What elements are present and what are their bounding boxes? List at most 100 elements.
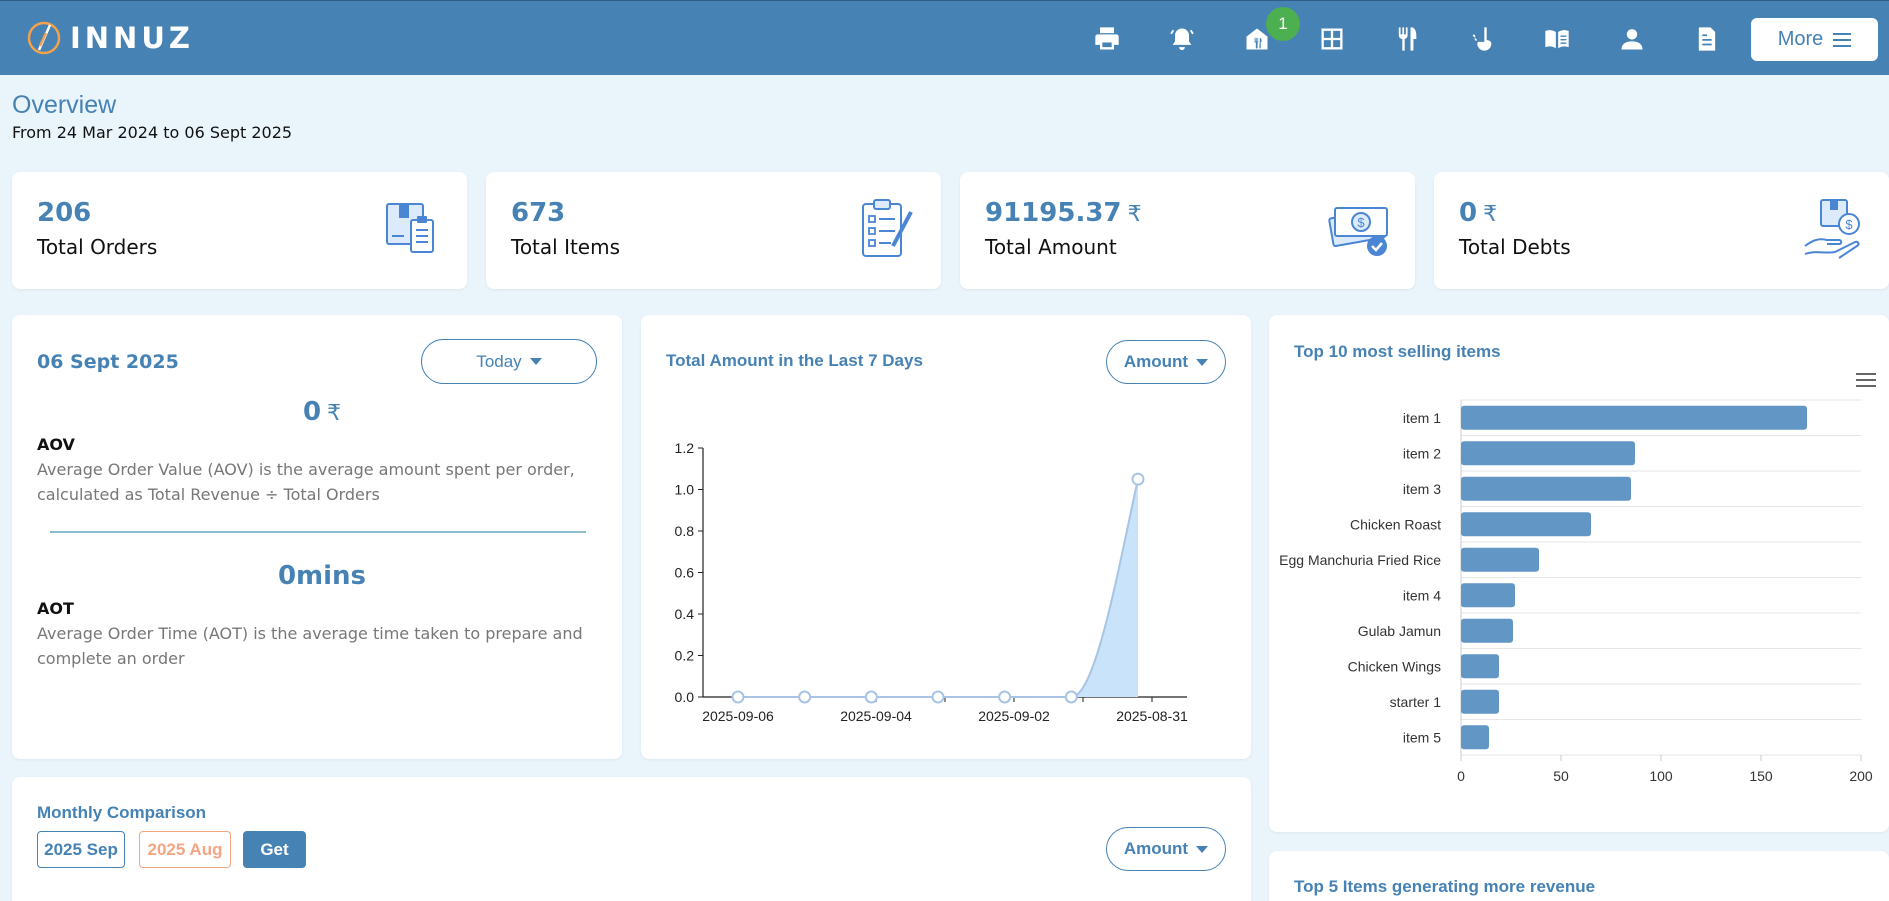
bell-icon[interactable] (1166, 23, 1198, 55)
y-tick-label: 0.4 (675, 606, 695, 622)
aot-label: AOT (37, 599, 74, 618)
ladle-icon[interactable] (1466, 23, 1498, 55)
category-label: item 3 (1403, 481, 1441, 497)
logo-text: INNUZ (70, 21, 194, 55)
caret-down-icon (529, 358, 542, 365)
aot-description: Average Order Time (AOT) is the average … (37, 624, 583, 668)
stat-value: 206 (37, 198, 92, 228)
page-title: Overview (12, 91, 117, 119)
aot-value: 0mins (277, 561, 367, 591)
y-tick-label: 0.2 (675, 648, 695, 664)
category-label: Egg Manchuria Fried Rice (1279, 552, 1441, 568)
table-grid-icon[interactable] (1316, 23, 1348, 55)
svg-text:$: $ (1845, 217, 1853, 232)
clipboard-checklist-icon (862, 199, 913, 257)
stat-value: 0 ₹ (1459, 198, 1498, 228)
bar (1461, 689, 1499, 714)
menu-book-icon[interactable] (1541, 23, 1573, 55)
period-dropdown-label: Today (476, 351, 522, 371)
app-logo[interactable]: INNUZ (26, 19, 194, 57)
stat-label: Total Amount (985, 235, 1117, 259)
month-a-button[interactable]: 2025 Sep (37, 831, 125, 868)
bar (1461, 583, 1515, 608)
aov-value: 0 ₹ (302, 397, 342, 427)
category-label: item 2 (1403, 445, 1441, 461)
stat-card-items: 673 Total Items (486, 172, 941, 289)
logo-icon (27, 21, 61, 55)
monthly-metric-dropdown[interactable]: Amount (1106, 827, 1226, 871)
area-chart: 0.0 0.2 0.4 0.6 0.8 1.0 1.2 2025-09-06 2025-09-0… (675, 440, 1188, 724)
data-point (798, 690, 812, 704)
last7days-card: Total Amount in the Last 7 Days Amount 0… (641, 315, 1251, 759)
y-tick-label: 1.0 (675, 482, 695, 498)
series-line (738, 478, 1139, 698)
data-point (1064, 690, 1078, 704)
bar-chart: item 1 item 2 item 3 Chicken Roast Egg Manch… (1279, 399, 1873, 784)
monthly-comparison-card: Monthly Comparison 2025 Sep 2025 Aug Get… (12, 777, 1251, 901)
cash-icon: $ (1328, 207, 1388, 256)
svg-text:$: $ (1357, 215, 1365, 230)
bar (1461, 405, 1807, 430)
bar (1461, 512, 1591, 537)
stat-value: 673 (511, 198, 566, 228)
category-label: item 4 (1403, 587, 1441, 603)
category-label: Gulab Jamun (1358, 623, 1441, 639)
area-fill (738, 479, 1138, 697)
chart-menu-icon[interactable] (1856, 373, 1876, 389)
x-tick-label: 2025-09-04 (840, 708, 912, 724)
monthly-metric-label: Amount (1123, 839, 1189, 858)
stat-card-debts: 0 ₹ Total Debts $ (1434, 172, 1889, 289)
chart-title: Top 10 most selling items (1294, 342, 1501, 361)
period-dropdown[interactable]: Today (421, 339, 597, 384)
fork-knife-icon[interactable] (1391, 23, 1423, 55)
stat-label: Total Orders (37, 235, 158, 259)
y-tick-label: 1.2 (675, 440, 695, 456)
x-tick-label: 2025-09-02 (978, 708, 1050, 724)
more-button[interactable]: More (1751, 18, 1878, 61)
stat-card-amount: 91195.37 ₹ Total Amount $ (960, 172, 1415, 289)
data-point (1131, 472, 1145, 486)
y-tick-label: 0.0 (675, 689, 695, 705)
orders-icon (386, 203, 434, 253)
stat-label: Total Debts (1459, 235, 1571, 259)
category-label: Chicken Wings (1348, 658, 1441, 674)
bar (1461, 441, 1635, 466)
caret-down-icon (1196, 845, 1209, 853)
top-navbar: INNUZ 1 More (0, 0, 1889, 75)
metric-dropdown[interactable]: Amount (1106, 340, 1226, 384)
notification-badge: 1 (1266, 7, 1300, 41)
stat-value: 91195.37 ₹ (985, 198, 1142, 228)
x-tick-label: 2025-08-31 (1116, 708, 1188, 724)
printer-icon[interactable] (1091, 23, 1123, 55)
month-b-button[interactable]: 2025 Aug (139, 831, 231, 868)
data-point (731, 690, 745, 704)
y-tick-label: 0.8 (675, 523, 695, 539)
date-range: From 24 Mar 2024 to 06 Sept 2025 (12, 123, 293, 142)
bar (1461, 618, 1513, 643)
chart-title: Top 5 Items generating more revenue (1294, 877, 1596, 896)
x-tick-label: 0 (1457, 768, 1465, 784)
invoice-icon[interactable] (1691, 23, 1723, 55)
bar (1461, 476, 1631, 501)
data-point (931, 690, 945, 704)
debt-hand-icon: $ (1804, 199, 1860, 259)
daily-metrics-card: 06 Sept 2025 Today 0 ₹ AOV Average Order … (12, 315, 622, 759)
user-icon[interactable] (1616, 23, 1648, 55)
data-point (864, 690, 878, 704)
caret-down-icon (1196, 358, 1209, 366)
category-label: starter 1 (1390, 694, 1442, 710)
rupee-symbol: ₹ (327, 401, 342, 426)
category-label: item 5 (1403, 729, 1441, 745)
aov-description: Average Order Value (AOV) is the average… (37, 460, 575, 504)
divider (50, 531, 586, 533)
rupee-symbol: ₹ (1127, 202, 1142, 227)
stat-label: Total Items (511, 235, 621, 259)
y-tick-label: 0.6 (675, 565, 695, 581)
category-label: Chicken Roast (1350, 516, 1441, 532)
aov-label: AOV (37, 435, 75, 454)
bar (1461, 725, 1489, 750)
get-button[interactable]: Get (243, 831, 306, 868)
selected-date: 06 Sept 2025 (37, 351, 179, 373)
rupee-symbol: ₹ (1483, 202, 1498, 227)
store-icon[interactable] (1241, 23, 1273, 55)
